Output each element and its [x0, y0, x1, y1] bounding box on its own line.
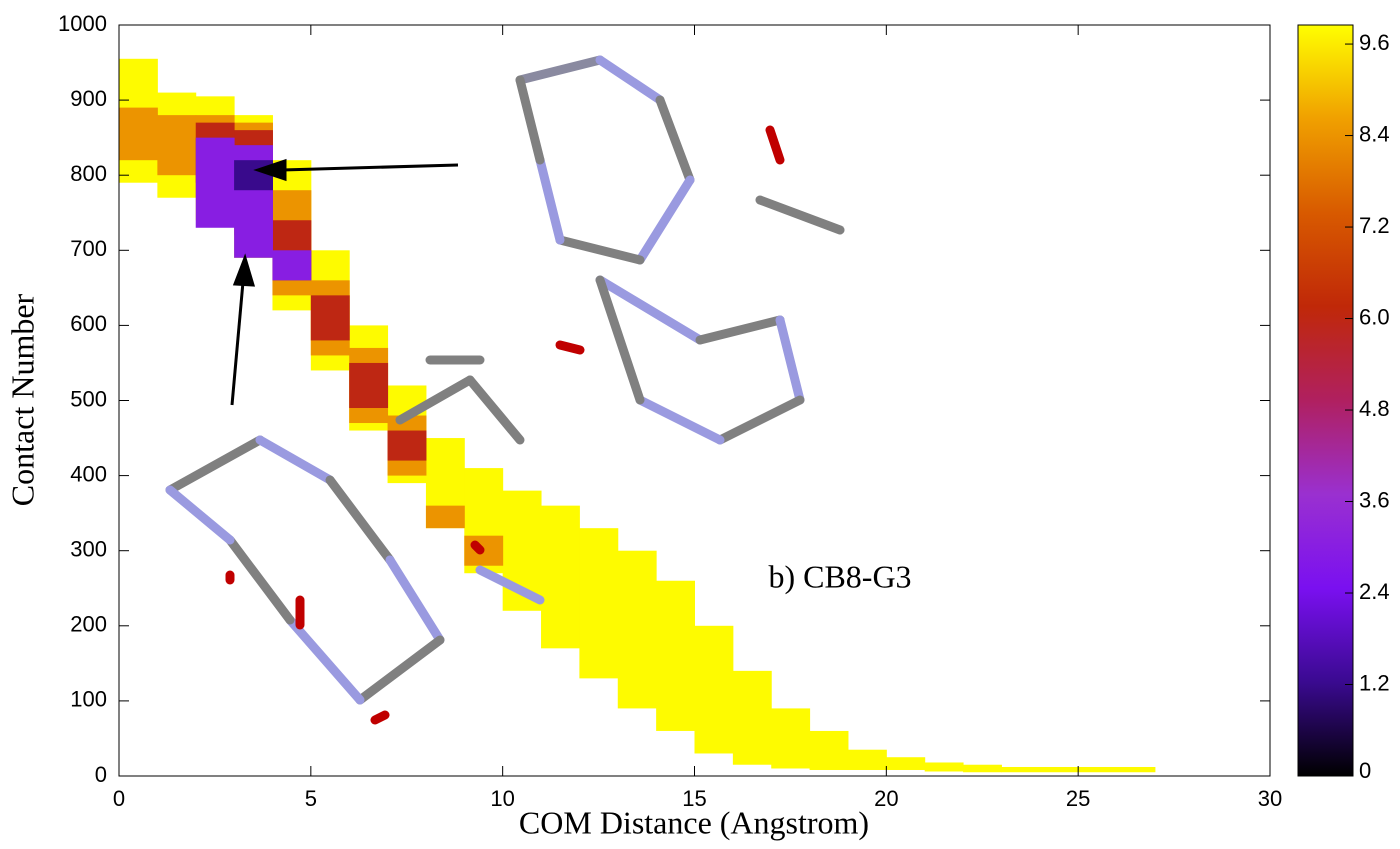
heat-cell: [272, 250, 311, 280]
y-axis-title: Contact Number: [4, 293, 40, 506]
colorbar-tick-label: 4.8: [1359, 396, 1390, 421]
heat-cell: [963, 765, 1002, 773]
heat-cell: [157, 115, 196, 175]
y-tick-label: 300: [70, 537, 107, 562]
heat-cell: [733, 671, 772, 765]
colorbar: [1298, 25, 1353, 776]
heat-cell: [119, 108, 158, 161]
heat-cell: [388, 431, 427, 461]
y-tick-label: 600: [70, 311, 107, 336]
heat-cell: [196, 138, 235, 228]
heat-cell: [656, 581, 695, 731]
y-tick-label: 500: [70, 386, 107, 411]
colorbar-tick-label: 0: [1359, 758, 1371, 783]
x-tick-label: 25: [1066, 786, 1090, 811]
heat-cell: [426, 506, 465, 529]
chart: 0510152025300100200300400500600700800900…: [0, 0, 1400, 849]
heat-cell: [810, 731, 849, 770]
heat-cell: [234, 160, 273, 190]
colorbar-tick-label: 7.2: [1359, 213, 1390, 238]
y-tick-label: 200: [70, 612, 107, 637]
heat-cell: [695, 626, 734, 754]
heat-cell: [349, 363, 388, 408]
colorbar-tick-label: 8.4: [1359, 121, 1390, 146]
y-tick-label: 1000: [58, 11, 107, 36]
heat-cell: [579, 528, 618, 678]
x-axis-title: COM Distance (Angstrom): [519, 804, 869, 840]
colorbar-tick-label: 2.4: [1359, 579, 1390, 604]
x-tick-label: 5: [305, 786, 317, 811]
annotation: b) CB8-G3: [768, 558, 911, 594]
colorbar-tick-label: 1.2: [1359, 670, 1390, 695]
y-tick-label: 0: [95, 762, 107, 787]
heat-cell: [618, 551, 657, 709]
heat-cell: [925, 762, 964, 771]
colorbar-tick-label: 3.6: [1359, 487, 1390, 512]
arrowhead: [235, 258, 253, 285]
y-tick-label: 100: [70, 687, 107, 712]
heat-cell: [771, 708, 810, 768]
colorbar-tick-label: 6.0: [1359, 304, 1390, 329]
y-tick-label: 800: [70, 161, 107, 186]
x-tick-label: 20: [874, 786, 898, 811]
y-tick-label: 700: [70, 236, 107, 261]
x-tick-label: 0: [113, 786, 125, 811]
heat-cell: [848, 750, 887, 770]
colorbar-tick-label: 9.6: [1359, 30, 1390, 55]
x-tick-label: 10: [490, 786, 514, 811]
x-tick-label: 30: [1258, 786, 1282, 811]
heat-cell: [886, 757, 925, 770]
y-tick-label: 400: [70, 461, 107, 486]
heat-cell: [311, 295, 350, 340]
arrow: [232, 282, 243, 405]
y-tick-label: 900: [70, 86, 107, 111]
heat-cell: [541, 506, 580, 649]
